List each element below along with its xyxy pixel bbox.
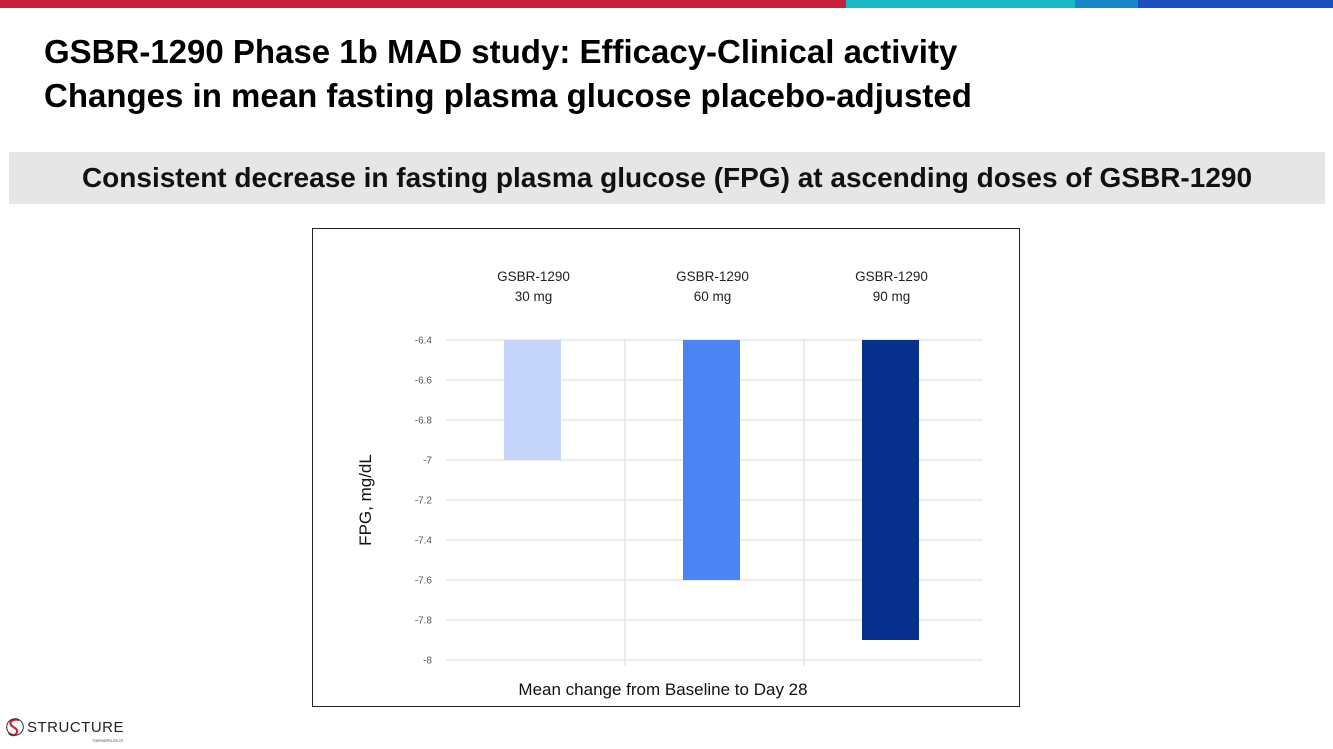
key-message-text: Consistent decrease in fasting plasma gl… (81, 162, 1253, 193)
logo-text: STRUCTURE (27, 718, 124, 736)
y-axis-title: FPG, mg/dL (356, 454, 375, 546)
fpg-bar-chart: -6.4 -6.6 -6.8 -7 -7.2 -7.4 -7.6 -7.8 -8 GSBR-129… (356, 269, 983, 699)
category-label: GSBR-1290 (676, 269, 749, 284)
structure-logo-icon (6, 718, 24, 737)
top-accent-bar (0, 0, 1333, 8)
slide-title-line2: Changes in mean fasting plasma glucose p… (44, 77, 972, 114)
company-logo: STRUCTURE THERAPEUTICS (6, 717, 124, 743)
x-axis-title: Mean change from Baseline to Day 28 (518, 680, 807, 699)
y-tick-label: -7.6 (415, 576, 433, 587)
category-label: 90 mg (873, 289, 911, 304)
y-tick-label: -6.6 (415, 376, 433, 387)
category-label: GSBR-1290 (497, 269, 570, 284)
y-tick-label: -7.2 (415, 496, 433, 507)
slide-title-line1: GSBR-1290 Phase 1b MAD study: Efficacy-C… (44, 33, 958, 70)
category-label: 60 mg (694, 289, 732, 304)
slide-title: GSBR-1290 Phase 1b MAD study: Efficacy-C… (44, 30, 972, 118)
accent-bar-navy (1138, 0, 1333, 8)
accent-bar-red (0, 0, 846, 8)
category-label: GSBR-1290 (855, 269, 928, 284)
y-tick-label: -6.8 (415, 416, 433, 427)
y-tick-label: -7.8 (415, 616, 433, 627)
bar-3 (862, 340, 919, 640)
category-label: 30 mg (515, 289, 553, 304)
accent-bar-teal (846, 0, 1075, 8)
y-tick-label: -7 (423, 456, 432, 467)
y-tick-label: -8 (423, 656, 432, 667)
y-tick-label: -7.4 (415, 536, 433, 547)
accent-bar-blue (1075, 0, 1138, 8)
bar-1 (504, 340, 561, 460)
bar-2 (683, 340, 740, 580)
chart-frame: -6.4 -6.6 -6.8 -7 -7.2 -7.4 -7.6 -7.8 -8 GSBR-129… (312, 228, 1020, 707)
key-message-banner: Consistent decrease in fasting plasma gl… (9, 152, 1325, 204)
y-tick-label: -6.4 (415, 336, 433, 347)
logo-subtext: THERAPEUTICS (92, 738, 123, 743)
